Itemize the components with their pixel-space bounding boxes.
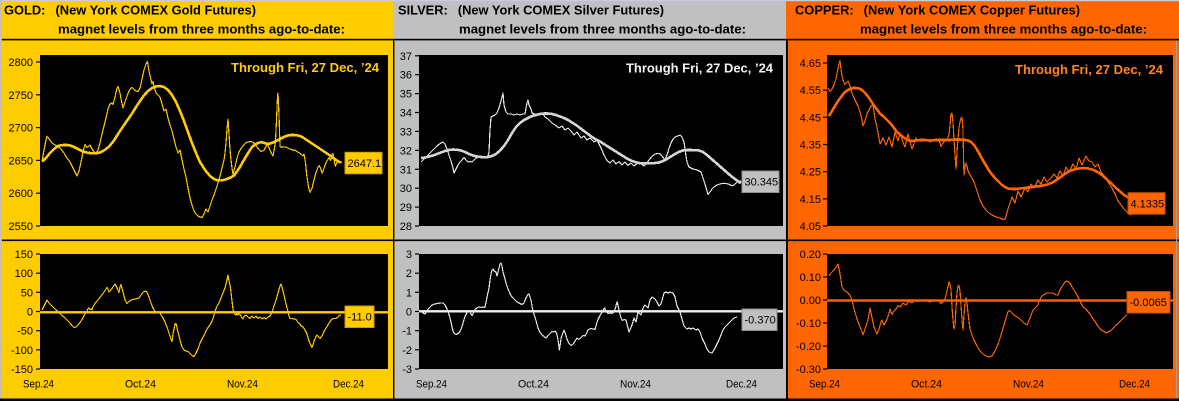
svg-text:30: 30	[400, 183, 412, 195]
svg-text:4.15: 4.15	[800, 194, 821, 206]
svg-text:-2: -2	[402, 345, 412, 357]
svg-text:2750: 2750	[9, 90, 33, 102]
svg-text:-0.10: -0.10	[796, 318, 821, 330]
svg-text:4.05: 4.05	[800, 221, 821, 233]
svg-text:GOLD: (New York COMEX Gold Fu: GOLD: (New York COMEX Gold Futures)	[4, 3, 256, 18]
svg-text:Through Fri, 27 Dec, ’24: Through Fri, 27 Dec, ’24	[231, 60, 380, 75]
svg-text:Nov.24: Nov.24	[1013, 378, 1044, 390]
svg-text:-100: -100	[11, 345, 33, 357]
svg-text:1: 1	[406, 287, 412, 299]
svg-text:Sep.24: Sep.24	[416, 378, 447, 390]
svg-text:Oct.24: Oct.24	[911, 378, 942, 390]
svg-text:4.35: 4.35	[800, 140, 821, 152]
svg-text:-150: -150	[11, 364, 33, 376]
svg-text:-0.0065: -0.0065	[1130, 297, 1167, 309]
svg-text:-0.30: -0.30	[796, 364, 821, 376]
svg-text:30.345: 30.345	[745, 177, 779, 189]
svg-text:-11.0: -11.0	[348, 312, 372, 324]
svg-text:4.1335: 4.1335	[1131, 198, 1165, 210]
svg-text:36: 36	[400, 70, 412, 82]
svg-text:4.65: 4.65	[800, 58, 821, 70]
svg-text:magnet levels from three month: magnet levels from three months ago-to-d…	[459, 22, 746, 37]
svg-text:Oct.24: Oct.24	[125, 378, 156, 390]
svg-text:29: 29	[400, 202, 412, 214]
svg-text:Nov.24: Nov.24	[620, 378, 651, 390]
svg-text:31: 31	[400, 164, 412, 176]
svg-text:2550: 2550	[9, 221, 33, 233]
svg-text:-50: -50	[17, 326, 33, 338]
svg-text:Dec.24: Dec.24	[333, 378, 364, 390]
svg-text:28: 28	[400, 221, 412, 233]
svg-text:2650: 2650	[9, 155, 33, 167]
svg-text:SILVER: (New York COMEX Silve: SILVER: (New York COMEX Silver Futures)	[398, 3, 664, 18]
svg-text:Sep.24: Sep.24	[23, 378, 54, 390]
svg-text:150: 150	[15, 249, 33, 261]
svg-text:magnet levels from three month: magnet levels from three months ago-to-d…	[58, 22, 345, 37]
svg-text:2647.1: 2647.1	[348, 158, 382, 170]
svg-text:32: 32	[400, 145, 412, 157]
svg-text:35: 35	[400, 89, 412, 101]
svg-text:2700: 2700	[9, 123, 33, 135]
svg-text:-0.20: -0.20	[796, 341, 821, 353]
svg-text:2: 2	[406, 268, 412, 280]
svg-text:2600: 2600	[9, 188, 33, 200]
svg-text:Through Fri, 27 Dec, ’24: Through Fri, 27 Dec, ’24	[1015, 62, 1164, 77]
svg-text:Nov.24: Nov.24	[227, 378, 258, 390]
svg-text:-1: -1	[402, 326, 412, 338]
svg-text:-0.370: -0.370	[745, 315, 776, 327]
svg-text:3: 3	[406, 249, 412, 261]
svg-text:0: 0	[406, 307, 412, 319]
svg-text:4.45: 4.45	[800, 112, 821, 124]
svg-text:2800: 2800	[9, 57, 33, 69]
svg-text:Oct.24: Oct.24	[518, 378, 549, 390]
svg-text:0.00: 0.00	[800, 295, 821, 307]
svg-text:4.55: 4.55	[800, 85, 821, 97]
svg-text:Dec.24: Dec.24	[726, 378, 757, 390]
svg-text:Through Fri, 27 Dec, ’24: Through Fri, 27 Dec, ’24	[626, 61, 774, 76]
svg-text:100: 100	[15, 268, 33, 280]
svg-text:Sep.24: Sep.24	[809, 378, 840, 390]
svg-text:33: 33	[400, 126, 412, 138]
svg-text:0: 0	[27, 307, 33, 319]
svg-text:-3: -3	[402, 364, 412, 376]
svg-text:magnet levels from three month: magnet levels from three months ago-to-d…	[860, 22, 1147, 37]
svg-text:0.20: 0.20	[800, 249, 821, 261]
svg-text:34: 34	[400, 108, 412, 120]
svg-text:4.25: 4.25	[800, 167, 821, 179]
svg-text:37: 37	[400, 51, 412, 63]
svg-text:COPPER: (New York COMEX Coppe: COPPER: (New York COMEX Copper Futures)	[795, 3, 1080, 18]
svg-text:0.10: 0.10	[800, 272, 821, 284]
svg-text:50: 50	[21, 287, 33, 299]
svg-text:Dec.24: Dec.24	[1119, 378, 1150, 390]
